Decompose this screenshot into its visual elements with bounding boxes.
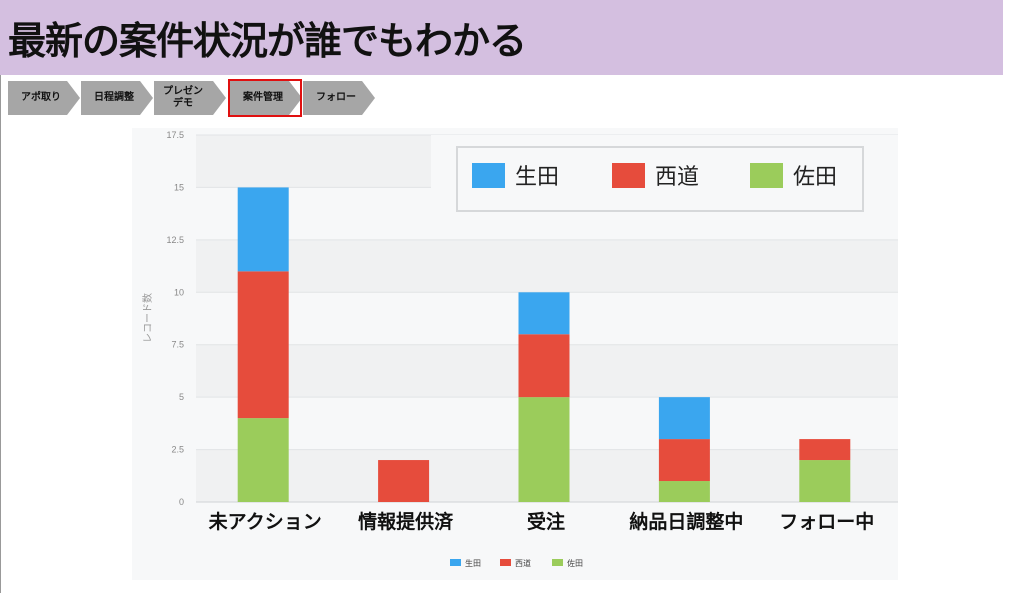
- y-tick-label: 17.5: [166, 130, 184, 140]
- page-title: 最新の案件状況が誰でもわかる: [8, 19, 527, 63]
- y-tick-label: 15: [174, 182, 184, 192]
- active-step-highlight: [228, 79, 302, 117]
- x-tick-label: フォロー中: [779, 510, 874, 533]
- step-follow-up: フォロー: [303, 81, 375, 115]
- step-scheduling: 日程調整: [81, 81, 153, 115]
- step-label: アポ取り: [21, 92, 61, 103]
- step-case-management: 案件管理: [230, 81, 302, 115]
- bar-segment: [237, 271, 289, 419]
- y-tick-label: 0: [179, 497, 184, 507]
- bar-segment: [799, 439, 851, 461]
- y-tick-label: 10: [174, 287, 184, 297]
- legend-label: 西道: [655, 165, 699, 190]
- header-banner: 最新の案件状況が誰でもわかる: [0, 0, 1003, 75]
- y-tick-label: 12.5: [166, 235, 184, 245]
- bar-segment: [237, 418, 289, 502]
- bar-segment: [378, 460, 430, 502]
- legend-label-small: 生田: [465, 558, 481, 568]
- bar-segment: [658, 397, 710, 440]
- bar-segment: [518, 397, 570, 502]
- bar-segment: [518, 292, 570, 335]
- bar-segment: [658, 481, 710, 502]
- x-tick-label: 受注: [527, 510, 565, 533]
- x-tick-label: 納品日調整中: [629, 510, 743, 533]
- x-tick-label: 情報提供済: [358, 510, 454, 533]
- y-tick-label: 5: [179, 392, 184, 402]
- legend-swatch: [750, 163, 783, 188]
- legend-swatch-small: [500, 559, 511, 566]
- step-appointment: アポ取り: [8, 81, 80, 115]
- step-label: プレゼン デモ: [163, 86, 203, 109]
- y-tick-label: 2.5: [171, 445, 184, 455]
- legend-box: [456, 146, 864, 212]
- grid-band: [196, 239, 898, 293]
- bar-segment: [658, 439, 710, 482]
- left-border: [0, 75, 1, 593]
- step-presentation-demo: プレゼン デモ: [154, 81, 226, 115]
- legend-label: 佐田: [793, 165, 837, 190]
- y-axis-label: レコード数: [141, 293, 154, 343]
- y-tick-label: 7.5: [171, 340, 184, 350]
- legend-swatch: [612, 163, 645, 188]
- bar-segment: [518, 334, 570, 398]
- legend-swatch-small: [450, 559, 461, 566]
- step-label: 日程調整: [94, 92, 134, 103]
- bar-segment: [799, 460, 851, 502]
- legend-swatch-small: [552, 559, 563, 566]
- legend-label-small: 西道: [515, 558, 531, 568]
- x-tick-label: 未アクション: [208, 510, 322, 533]
- bar-segment: [237, 187, 289, 272]
- legend-label-small: 佐田: [567, 558, 583, 568]
- step-label: 案件管理: [243, 92, 283, 103]
- legend-swatch: [472, 163, 505, 188]
- step-label: フォロー: [316, 92, 356, 103]
- legend-label: 生田: [515, 165, 559, 190]
